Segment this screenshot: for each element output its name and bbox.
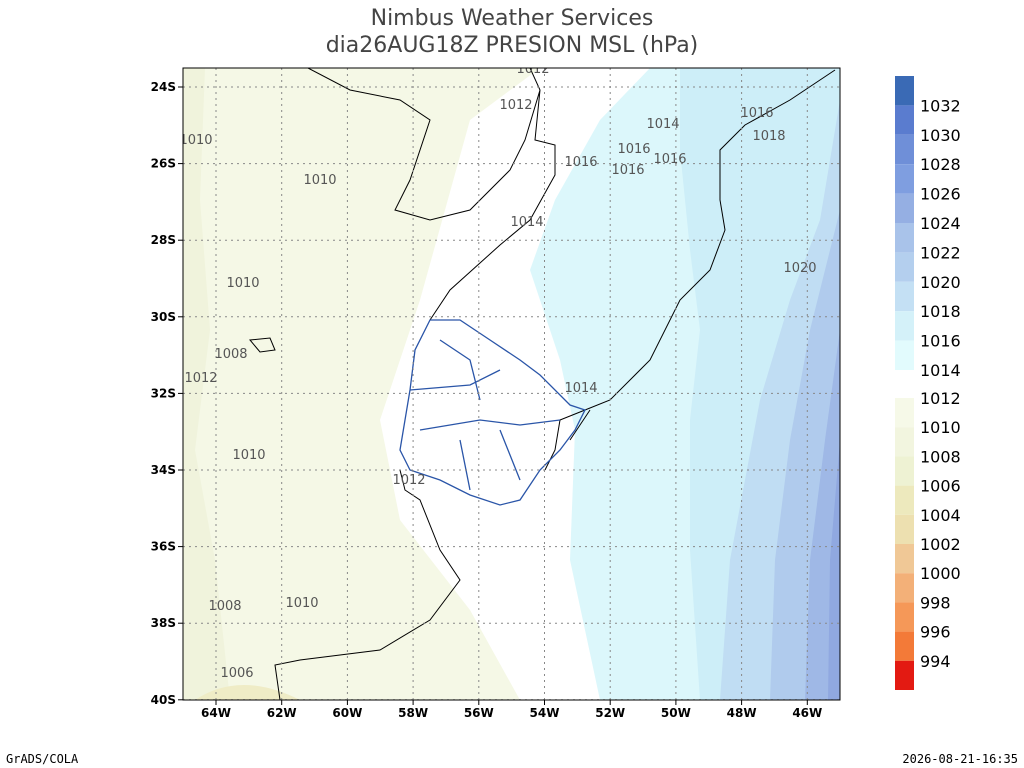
contour-label: 1012 bbox=[516, 62, 549, 77]
colorbar-label: 996 bbox=[920, 623, 951, 642]
contour-label: 1012 bbox=[499, 98, 532, 113]
colorbar-label: 1008 bbox=[920, 447, 961, 466]
x-tick-label: 62W bbox=[267, 706, 297, 720]
colorbar-label: 1000 bbox=[920, 564, 961, 583]
x-tick-label: 50W bbox=[661, 706, 691, 720]
colorbar-label: 1004 bbox=[920, 506, 961, 525]
color-swatch bbox=[895, 311, 914, 341]
contour-label: 1012 bbox=[184, 371, 217, 386]
y-tick-label: 30S bbox=[151, 310, 176, 324]
footer-right: 2026-08-21-16:35 bbox=[902, 752, 1018, 766]
colorbar-label: 1026 bbox=[920, 185, 961, 204]
color-swatch bbox=[895, 340, 914, 370]
contour-label: 1018 bbox=[752, 129, 785, 144]
color-swatch bbox=[895, 193, 914, 223]
color-swatch bbox=[895, 164, 914, 194]
y-tick-label: 36S bbox=[151, 540, 176, 554]
y-tick-label: 32S bbox=[151, 386, 176, 400]
colorbar-label: 1022 bbox=[920, 243, 961, 262]
x-tick-label: 56W bbox=[464, 706, 494, 720]
color-swatch bbox=[895, 281, 914, 312]
contour-label: 1010 bbox=[303, 173, 336, 188]
grid bbox=[183, 68, 840, 700]
contour-label: 1006 bbox=[220, 666, 253, 681]
x-tick-label: 54W bbox=[530, 706, 560, 720]
color-swatch bbox=[895, 602, 914, 632]
contour-label: 1014 bbox=[646, 117, 679, 132]
x-tick-label: 60W bbox=[332, 706, 362, 720]
contour-label: 1010 bbox=[285, 596, 318, 611]
colorbar-label: 1014 bbox=[920, 361, 961, 380]
y-tick-label: 26S bbox=[151, 157, 176, 171]
x-tick-label: 52W bbox=[595, 706, 625, 720]
colorbar-label: 1024 bbox=[920, 214, 961, 233]
colorbar-label: 1018 bbox=[920, 302, 961, 321]
lake bbox=[249, 337, 276, 353]
contour-label: 1010 bbox=[179, 133, 212, 148]
y-tick-label: 34S bbox=[151, 463, 176, 477]
map-area: 1012101210101010101410161018101610161016… bbox=[151, 62, 841, 720]
color-swatch bbox=[895, 660, 914, 690]
contour-label: 1020 bbox=[783, 261, 816, 276]
coastline bbox=[274, 68, 836, 700]
contour-label: 1008 bbox=[214, 347, 247, 362]
uruguay-borders bbox=[399, 319, 586, 506]
colorbar-label: 1016 bbox=[920, 332, 961, 351]
colorbar-label: 998 bbox=[920, 593, 951, 612]
colorbar-label: 1032 bbox=[920, 96, 961, 115]
colorbar-label: 994 bbox=[920, 652, 951, 671]
color-swatch bbox=[895, 573, 914, 603]
footer-left: GrADS/COLA bbox=[6, 752, 79, 766]
contour-label: 1016 bbox=[653, 152, 686, 167]
color-swatch bbox=[895, 544, 914, 574]
colorbar: 1032 1030 1028 1026 1024 1022 1020 1018 1016 1014… bbox=[895, 76, 961, 690]
axis-ticks: 64W 62W 60W 58W 56W 54W 52W 50W 48W 46W 24S 26S 28S 3… bbox=[151, 80, 823, 720]
y-tick-label: 40S bbox=[151, 693, 176, 707]
contour-label: 1016 bbox=[564, 155, 597, 170]
contour-label: 1008 bbox=[208, 599, 241, 614]
colorbar-label: 1030 bbox=[920, 126, 961, 145]
y-tick-label: 28S bbox=[151, 233, 176, 247]
field-1006 bbox=[195, 685, 300, 700]
field-1008 bbox=[183, 68, 230, 700]
color-swatch bbox=[895, 223, 914, 253]
color-swatch bbox=[895, 252, 914, 282]
color-swatch bbox=[895, 456, 914, 486]
contour-label: 1016 bbox=[611, 163, 644, 178]
x-tick-label: 64W bbox=[201, 706, 231, 720]
color-swatch bbox=[895, 76, 914, 106]
colorbar-label: 1010 bbox=[920, 418, 961, 437]
color-swatch bbox=[895, 514, 914, 544]
contour-label: 1014 bbox=[510, 215, 543, 230]
contour-label: 1016 bbox=[740, 106, 773, 121]
y-tick-label: 38S bbox=[151, 616, 176, 630]
field-1024 bbox=[828, 440, 840, 700]
color-swatch bbox=[895, 631, 914, 661]
contour-label: 1016 bbox=[617, 142, 650, 157]
x-tick-label: 48W bbox=[727, 706, 757, 720]
contour-label: 1010 bbox=[232, 448, 265, 463]
x-tick-label: 58W bbox=[398, 706, 428, 720]
y-tick-label: 24S bbox=[151, 80, 176, 94]
colorbar-label: 1020 bbox=[920, 273, 961, 292]
x-tick-label: 46W bbox=[792, 706, 822, 720]
colorbar-label: 1006 bbox=[920, 477, 961, 496]
contour-label: 1012 bbox=[392, 473, 425, 488]
field-1010 bbox=[183, 68, 540, 700]
map-frame bbox=[182, 67, 841, 701]
contour-label: 1010 bbox=[226, 276, 259, 291]
colorbar-label: 1002 bbox=[920, 535, 961, 554]
subtitle: dia26AUG18Z PRESION MSL (hPa) bbox=[326, 33, 699, 58]
color-swatch bbox=[895, 105, 914, 135]
title: Nimbus Weather Services bbox=[371, 6, 654, 31]
color-swatch bbox=[895, 134, 914, 165]
color-swatch bbox=[895, 485, 914, 515]
color-swatch bbox=[895, 398, 914, 428]
contour-label: 1014 bbox=[564, 381, 597, 396]
colorbar-label: 1012 bbox=[920, 389, 961, 408]
color-swatch bbox=[895, 427, 914, 457]
colorbar-label: 1028 bbox=[920, 155, 961, 174]
contour-labels: 1012101210101010101410161018101610161016… bbox=[179, 62, 817, 681]
